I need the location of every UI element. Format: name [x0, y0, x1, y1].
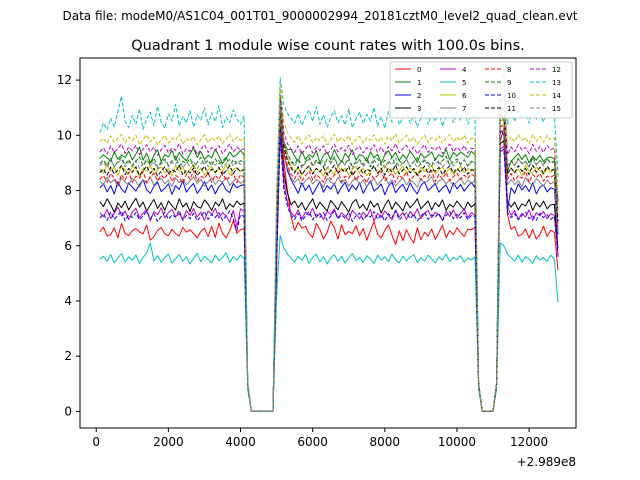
legend-label-2: 2	[417, 92, 421, 100]
series-line-14	[99, 85, 559, 412]
y-tick-label: 8	[64, 184, 72, 198]
legend-label-11: 11	[507, 105, 516, 113]
y-tick-label: 0	[64, 404, 72, 418]
plot-area-frame	[79, 57, 577, 429]
y-tick-label: 12	[57, 73, 72, 87]
x-tick-label: 2000	[153, 435, 184, 449]
legend-label-4: 4	[462, 66, 467, 74]
series-line-9	[99, 107, 559, 412]
y-tick-label: 10	[57, 128, 72, 142]
x-tick-label: 0	[92, 435, 100, 449]
legend-label-0: 0	[417, 66, 421, 74]
x-tick-label: 6000	[297, 435, 328, 449]
y-tick-label: 6	[64, 239, 72, 253]
series-line-15	[99, 101, 559, 412]
x-tick-label: 12000	[510, 435, 548, 449]
data-file-caption: Data file: modeM0/AS1C04_001T01_90000029…	[62, 9, 577, 23]
legend-label-1: 1	[417, 79, 421, 87]
legend-label-14: 14	[552, 92, 561, 100]
x-tick-label: 10000	[438, 435, 476, 449]
y-tick-label: 4	[64, 294, 72, 308]
legend-box	[389, 61, 573, 119]
legend-label-7: 7	[462, 105, 466, 113]
x-offset-label: +2.989e8	[517, 455, 576, 469]
y-tick-label: 2	[64, 349, 72, 363]
legend-label-15: 15	[552, 105, 561, 113]
x-tick-label: 8000	[370, 435, 401, 449]
legend-label-9: 9	[507, 79, 511, 87]
legend-label-6: 6	[462, 92, 467, 100]
legend-label-10: 10	[507, 92, 516, 100]
x-tick-label: 4000	[225, 435, 256, 449]
legend-label-8: 8	[507, 66, 511, 74]
series-line-12	[99, 90, 559, 412]
legend-label-13: 13	[552, 79, 561, 87]
legend-label-3: 3	[417, 105, 421, 113]
legend-label-12: 12	[552, 66, 561, 74]
chart-title: Quadrant 1 module wise count rates with …	[131, 38, 525, 54]
legend-label-5: 5	[462, 79, 466, 87]
series-lines	[99, 74, 559, 412]
